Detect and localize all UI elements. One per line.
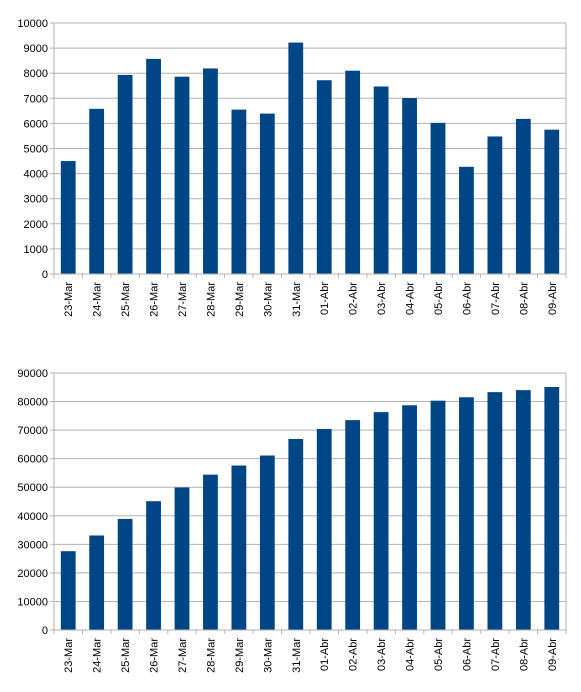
x-tick-label: 02-Abr bbox=[348, 282, 360, 315]
x-tick-label: 26-Mar bbox=[149, 638, 161, 673]
bar bbox=[288, 42, 304, 274]
x-tick-label: 25-Mar bbox=[120, 638, 132, 673]
x-tick-label: 24-Mar bbox=[92, 282, 104, 317]
bar bbox=[288, 438, 304, 630]
bar bbox=[345, 420, 361, 630]
bar bbox=[146, 501, 161, 630]
daily-bar-chart-svg: 0 1000 2000 3000 4000 5000 6000 7000 8000 9000 100… bbox=[17, 18, 567, 317]
y-tick-label: 5000 bbox=[24, 144, 48, 156]
y-tick-label: 10000 bbox=[17, 596, 48, 608]
bar bbox=[345, 70, 361, 274]
y-tick-label: 50000 bbox=[17, 482, 48, 494]
bar bbox=[146, 58, 161, 274]
bar bbox=[544, 386, 560, 630]
bar bbox=[117, 518, 133, 630]
x-tick-label: 08-Abr bbox=[518, 282, 530, 315]
x-tick-label: 24-Mar bbox=[92, 638, 104, 673]
bar bbox=[402, 405, 417, 630]
y-tick-label: 2000 bbox=[24, 219, 48, 231]
y-tick-label: 10000 bbox=[17, 18, 48, 30]
x-tick-label: 31-Mar bbox=[291, 282, 303, 317]
y-tick-label: 3000 bbox=[24, 194, 48, 206]
y-tick-label: 40000 bbox=[17, 511, 48, 523]
cumulative-bar-chart: 0 10000 20000 30000 40000 50000 60000 70000 8000… bbox=[0, 355, 581, 687]
bar bbox=[259, 113, 275, 275]
x-tick-label: 29-Mar bbox=[234, 638, 246, 673]
x-tick-label: 26-Mar bbox=[149, 282, 161, 317]
x-tick-label: 23-Mar bbox=[63, 282, 75, 317]
bar bbox=[174, 76, 190, 275]
x-tick-label: 30-Mar bbox=[262, 638, 274, 673]
x-tick-label: 05-Abr bbox=[433, 638, 445, 671]
y-tick-label: 8000 bbox=[24, 68, 48, 80]
y-tick-label: 0 bbox=[42, 625, 48, 637]
y-tick-label: 70000 bbox=[17, 425, 48, 437]
y-tick-label: 20000 bbox=[17, 568, 48, 580]
bar bbox=[487, 392, 503, 630]
x-tick-label: 03-Abr bbox=[376, 638, 388, 671]
x-tick-label: 01-Abr bbox=[319, 638, 331, 671]
x-tick-label: 25-Mar bbox=[120, 282, 132, 317]
y-tick-label: 6000 bbox=[24, 118, 48, 130]
bar bbox=[203, 474, 218, 630]
x-tick-label: 27-Mar bbox=[177, 282, 189, 317]
bar bbox=[316, 428, 332, 630]
x-tick-label: 31-Mar bbox=[291, 638, 303, 673]
y-tick-label: 4000 bbox=[24, 169, 48, 181]
x-tick-label: 06-Abr bbox=[461, 638, 473, 671]
x-tick-label: 07-Abr bbox=[490, 638, 502, 671]
bar bbox=[89, 535, 105, 630]
bar bbox=[60, 161, 76, 274]
bar bbox=[487, 136, 503, 274]
x-tick-label: 06-Abr bbox=[461, 282, 473, 315]
bar bbox=[430, 400, 446, 630]
x-tick-label: 04-Abr bbox=[405, 638, 417, 671]
y-tick-label: 80000 bbox=[17, 397, 48, 409]
bar bbox=[430, 122, 446, 274]
bar bbox=[316, 80, 332, 274]
y-tick-label: 9000 bbox=[24, 43, 48, 55]
x-tick-label: 05-Abr bbox=[433, 282, 445, 315]
x-tick-label: 02-Abr bbox=[348, 638, 360, 671]
bar bbox=[60, 551, 76, 630]
y-tick-label: 90000 bbox=[17, 368, 48, 380]
bar bbox=[259, 455, 275, 630]
x-tick-label: 29-Mar bbox=[234, 282, 246, 317]
x-tick-label: 09-Abr bbox=[547, 282, 559, 315]
x-tick-label: 03-Abr bbox=[376, 282, 388, 315]
bar bbox=[515, 118, 531, 274]
bar bbox=[402, 98, 417, 274]
y-tick-label: 1000 bbox=[24, 244, 48, 256]
y-tick-label: 7000 bbox=[24, 93, 48, 105]
bar bbox=[515, 390, 531, 630]
bar bbox=[459, 397, 474, 630]
bar bbox=[89, 108, 105, 274]
bar bbox=[373, 86, 389, 275]
x-tick-label: 07-Abr bbox=[490, 282, 502, 315]
bar bbox=[544, 129, 560, 274]
cumulative-bar-chart-svg: 0 10000 20000 30000 40000 50000 60000 70000 8000… bbox=[17, 368, 567, 673]
y-tick-label: 60000 bbox=[17, 454, 48, 466]
x-tick-label: 23-Mar bbox=[63, 638, 75, 673]
x-tick-label: 27-Mar bbox=[177, 638, 189, 673]
x-tick-label: 08-Abr bbox=[518, 638, 530, 671]
bar bbox=[231, 109, 247, 274]
x-tick-label: 09-Abr bbox=[547, 638, 559, 671]
bar bbox=[203, 68, 218, 274]
daily-bar-chart: 0 1000 2000 3000 4000 5000 6000 7000 8000 9000 100… bbox=[0, 0, 581, 340]
x-tick-label: 04-Abr bbox=[405, 282, 417, 315]
bar bbox=[174, 487, 190, 630]
x-tick-label: 30-Mar bbox=[262, 282, 274, 317]
bar bbox=[373, 412, 389, 630]
bar bbox=[459, 166, 474, 274]
bar bbox=[231, 465, 247, 630]
x-tick-label: 28-Mar bbox=[205, 638, 217, 673]
y-tick-label: 0 bbox=[42, 269, 48, 281]
x-tick-label: 28-Mar bbox=[205, 282, 217, 317]
x-tick-label: 01-Abr bbox=[319, 282, 331, 315]
y-tick-label: 30000 bbox=[17, 539, 48, 551]
bar bbox=[117, 74, 133, 274]
